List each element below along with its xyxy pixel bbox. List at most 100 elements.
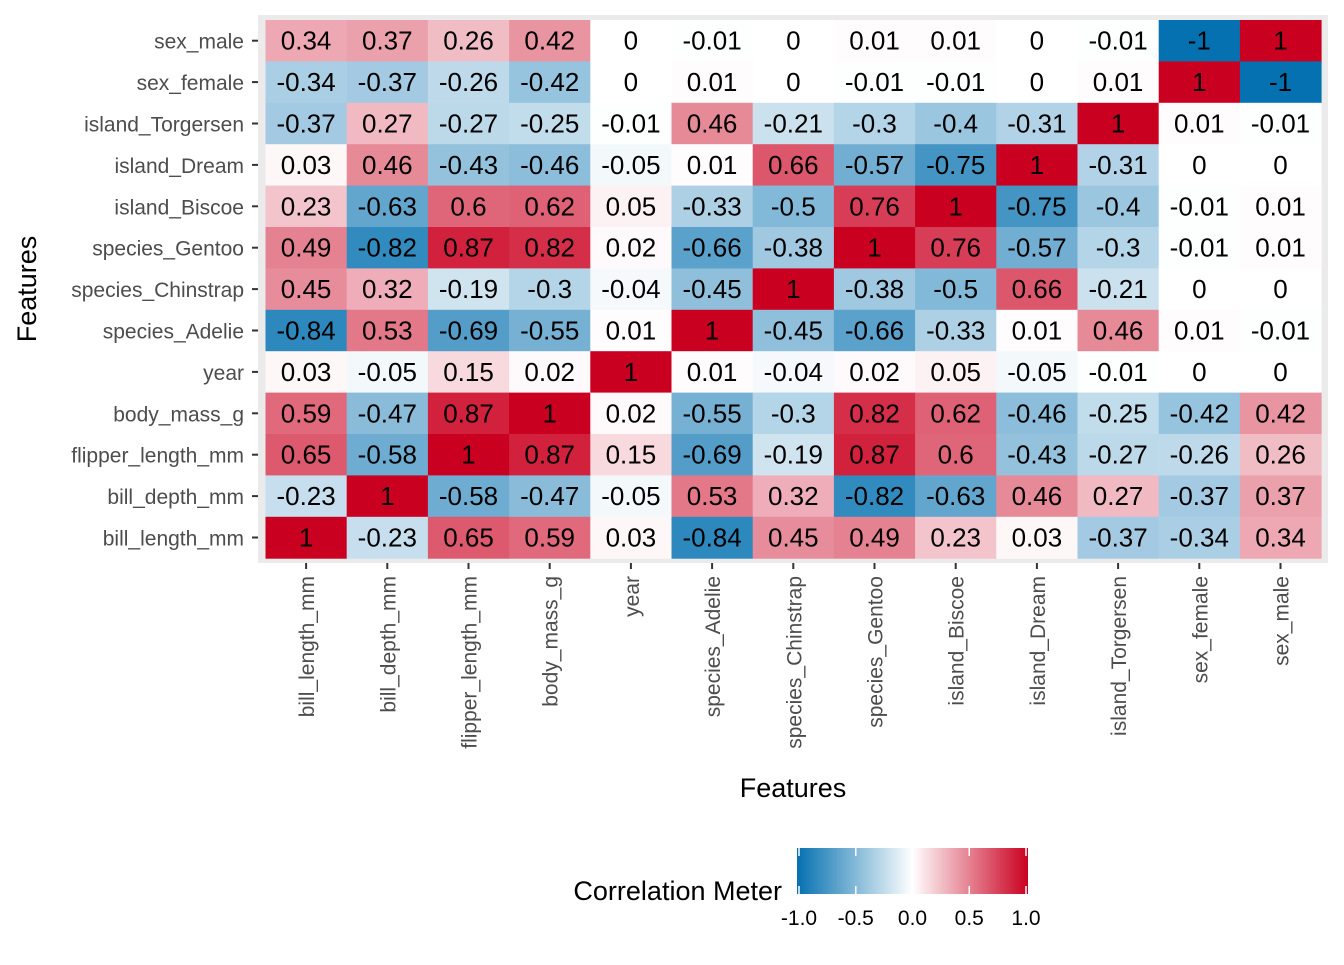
cell-label: -0.23 xyxy=(276,481,335,511)
heatmap-cell xyxy=(915,61,997,104)
cell-label: -0.58 xyxy=(358,440,417,470)
cell-label: 0.32 xyxy=(362,274,413,304)
heatmap-cell xyxy=(427,102,510,145)
heatmap-cell xyxy=(752,185,835,228)
heatmap-cell xyxy=(346,434,429,476)
heatmap-cell xyxy=(1239,475,1322,518)
cell-label: 0.01 xyxy=(687,67,738,97)
cell-label: 0.53 xyxy=(362,316,413,346)
heatmap-cell xyxy=(590,392,672,435)
heatmap-cell xyxy=(671,392,754,435)
cell-label: 0.62 xyxy=(524,191,575,221)
cell-label: 0.46 xyxy=(1093,316,1144,346)
cell-label: -0.38 xyxy=(764,233,823,263)
cell-label: -0.55 xyxy=(520,316,579,346)
cell-label: 0.27 xyxy=(362,109,413,139)
heatmap-cell xyxy=(1158,227,1241,269)
x-tick-label: body_mass_g xyxy=(540,576,563,707)
legend-tick-label: -0.5 xyxy=(838,907,874,930)
heatmap-cell xyxy=(346,309,429,352)
legend-tick-label: 0.0 xyxy=(898,907,927,930)
cell-label: -0.31 xyxy=(1007,109,1066,139)
cell-label: 0 xyxy=(1030,26,1044,56)
cell-label: 1 xyxy=(1111,109,1125,139)
cell-label: 0.03 xyxy=(281,150,332,180)
cell-label: 0 xyxy=(1192,357,1206,387)
cell-label: -0.21 xyxy=(764,109,823,139)
cell-label: -0.01 xyxy=(1088,357,1147,387)
cell-label: 1 xyxy=(867,233,881,263)
heatmap-cell xyxy=(996,268,1078,311)
heatmap-cell xyxy=(671,61,754,104)
y-tick-label: year xyxy=(203,362,244,385)
cell-label: 0 xyxy=(624,67,638,97)
cell-label: 0.49 xyxy=(281,233,332,263)
heatmap-cell xyxy=(671,516,754,559)
heatmap-cell xyxy=(265,61,348,104)
cell-label: 0.65 xyxy=(281,440,332,470)
legend-title: Correlation Meter xyxy=(573,876,782,906)
cell-label: 0.01 xyxy=(1012,316,1063,346)
cell-label: -0.38 xyxy=(845,274,904,304)
cell-label: -0.34 xyxy=(1170,523,1229,553)
cell-label: 0.76 xyxy=(930,233,981,263)
heatmap-cell xyxy=(833,227,916,269)
heatmap-cell xyxy=(346,102,429,145)
heatmap-cell xyxy=(346,144,429,187)
y-tick-label: sex_male xyxy=(154,31,244,54)
heatmap-cell xyxy=(1239,516,1322,559)
x-tick-label: sex_male xyxy=(1271,576,1294,666)
heatmap-cell xyxy=(1158,309,1241,352)
heatmap-cell xyxy=(1158,144,1241,187)
cell-label: 0.01 xyxy=(687,150,738,180)
cell-label: 0.53 xyxy=(687,481,738,511)
heatmap-cell xyxy=(265,102,348,145)
heatmap-cell xyxy=(1239,268,1322,311)
heatmap-cell xyxy=(1077,61,1160,104)
heatmap-cell xyxy=(1158,185,1241,228)
heatmap-cell xyxy=(752,20,835,62)
cell-label: 0.37 xyxy=(362,26,413,56)
cell-label: 0.32 xyxy=(768,481,819,511)
heatmap-cell xyxy=(1158,102,1241,145)
cell-label: 1 xyxy=(786,274,800,304)
cell-label: 0 xyxy=(1273,357,1287,387)
heatmap-cell xyxy=(346,20,429,62)
cell-label: 0.02 xyxy=(849,357,900,387)
legend-tick-label: 1.0 xyxy=(1011,907,1040,930)
cell-label: 0.87 xyxy=(524,440,575,470)
cell-label: 0.42 xyxy=(1255,398,1306,428)
heatmap-cell xyxy=(996,20,1078,62)
heatmap-cell xyxy=(509,309,591,352)
heatmap-cell xyxy=(671,434,754,476)
cell-label: 0 xyxy=(1273,274,1287,304)
heatmap-cell xyxy=(265,268,348,311)
heatmap-cell xyxy=(346,185,429,228)
cell-label: -0.4 xyxy=(933,109,978,139)
cell-label: 1 xyxy=(299,523,313,553)
heatmap-cell xyxy=(1158,516,1241,559)
cell-label: -0.04 xyxy=(601,274,660,304)
heatmap-cell xyxy=(996,392,1078,435)
heatmap-cell xyxy=(265,227,348,269)
cell-label: -0.04 xyxy=(764,357,823,387)
heatmap-cell xyxy=(671,102,754,145)
x-tick-label: species_Gentoo xyxy=(865,576,888,728)
cell-label: 0.66 xyxy=(1012,274,1063,304)
heatmap-cell xyxy=(265,309,348,352)
heatmap-cell xyxy=(1077,227,1160,269)
heatmap-cell xyxy=(590,351,672,394)
heatmap-cell xyxy=(833,309,916,352)
cell-label: 0.45 xyxy=(768,523,819,553)
cell-label: -0.3 xyxy=(1096,233,1141,263)
y-tick-label: island_Dream xyxy=(114,155,244,178)
heatmap-cell xyxy=(509,268,591,311)
heatmap-cell xyxy=(1239,309,1322,352)
heatmap-cell xyxy=(1077,185,1160,228)
cell-label: -0.23 xyxy=(358,523,417,553)
heatmap-cell xyxy=(590,20,672,62)
cell-label: 0.49 xyxy=(849,523,900,553)
heatmap-cell xyxy=(346,392,429,435)
heatmap-cell xyxy=(590,61,672,104)
heatmap-cell xyxy=(509,434,591,476)
